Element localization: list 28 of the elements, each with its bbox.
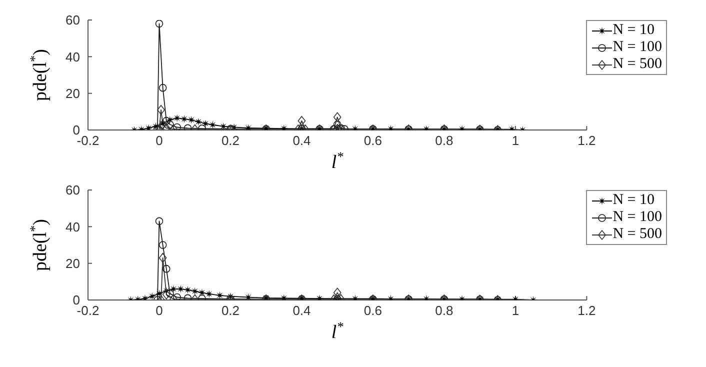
x-tick-label: 0.4	[292, 303, 311, 318]
x-tick-label: 0.8	[435, 133, 454, 148]
x-tick-label: 1	[512, 303, 520, 318]
y-tick-label: 40	[66, 49, 80, 64]
x-tick-label: 0	[156, 303, 163, 318]
legend-label: N = 10	[612, 192, 654, 209]
x-tick-label: 0.6	[364, 133, 382, 148]
x-tick-label: 1	[512, 133, 520, 148]
x-axis-title: l$^{*}$	[331, 148, 344, 173]
legend-label: N = 500	[612, 56, 662, 73]
legend-label: N = 10	[612, 22, 654, 39]
legend-label: N = 100	[612, 39, 662, 56]
y-tick-label: 60	[66, 182, 80, 198]
x-axis-title: l$^{*}$	[331, 318, 344, 343]
x-tick-label: 0	[156, 133, 163, 148]
legend-label: N = 500	[612, 226, 662, 243]
x-tick-label: 0.2	[221, 133, 240, 148]
x-tick-label: 0.6	[364, 303, 382, 318]
x-tick-label: 0.4	[292, 133, 311, 148]
y-tick-label: 40	[66, 219, 80, 234]
x-tick-label: 0.2	[221, 303, 240, 318]
x-tick-label: 0.8	[435, 303, 454, 318]
x-tick-label: 1.2	[578, 303, 596, 318]
y-tick-label: 20	[66, 86, 80, 101]
legend-label: N = 100	[612, 209, 662, 226]
x-tick-label: 1.2	[578, 133, 596, 148]
y-tick-label: 60	[66, 12, 80, 28]
y-tick-label: 20	[66, 256, 80, 271]
